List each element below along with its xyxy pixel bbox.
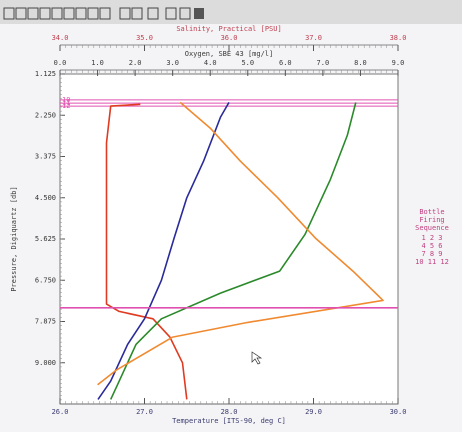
y-tick-label: 9.000 <box>35 359 56 367</box>
x-tick-label: 27.0 <box>136 408 153 416</box>
screen: Pressure, Digiquartz [db] 1.125 2.250 3.37… <box>0 0 462 432</box>
x-axis-title: Oxygen, SBE 43 [mg/l] <box>185 50 274 58</box>
x-tick-label: 26.0 <box>52 408 69 416</box>
legend-title: Firing <box>419 216 444 224</box>
y-tick-label: 6.750 <box>35 276 56 284</box>
x-tick-label: 5.0 <box>241 59 254 67</box>
x-tick-label: 6.0 <box>279 59 292 67</box>
x-tick-label: 35.0 <box>136 34 153 42</box>
y-tick-label: 4.500 <box>35 194 56 202</box>
x-tick-label: 1.0 <box>91 59 104 67</box>
y-axis-title: Pressure, Digiquartz [db] <box>10 186 18 291</box>
x-tick-label: 9.0 <box>392 59 405 67</box>
x-tick-label: 28.0 <box>221 408 238 416</box>
legend-row: 10 11 12 <box>415 258 449 266</box>
x-tick-label: 29.0 <box>305 408 322 416</box>
bottle-label: 12 <box>62 102 70 110</box>
y-tick-label: 1.125 <box>35 70 56 78</box>
y-tick-label: 7.875 <box>35 318 56 326</box>
x-tick-label: 8.0 <box>354 59 367 67</box>
legend-title: Sequence <box>415 224 449 232</box>
x-tick-label: 7.0 <box>317 59 330 67</box>
legend-row: 7 8 9 <box>421 250 442 258</box>
btn[interactable] <box>194 8 204 19</box>
plot-area <box>60 74 398 404</box>
page: Pressure, Digiquartz [db] 1.125 2.250 3.37… <box>0 0 462 432</box>
y-tick-label: 5.625 <box>35 235 56 243</box>
x-axis-title: Salinity, Practical [PSU] <box>176 25 281 33</box>
x-tick-label: 37.0 <box>305 34 322 42</box>
x-tick-label: 3.0 <box>166 59 179 67</box>
toolbar <box>0 0 462 24</box>
x-tick-label: 30.0 <box>390 408 407 416</box>
x-tick-label: 4.0 <box>204 59 217 67</box>
y-tick-label: 2.250 <box>35 111 56 119</box>
x-tick-label: 38.0 <box>390 34 407 42</box>
x-tick-label: 36.0 <box>221 34 238 42</box>
x-tick-label: 34.0 <box>52 34 69 42</box>
legend-title: Bottle <box>419 208 444 216</box>
legend-row: 4 5 6 <box>421 242 442 250</box>
x-tick-label: 2.0 <box>129 59 142 67</box>
x-tick-label: 0.0 <box>54 59 67 67</box>
y-tick-label: 3.375 <box>35 153 56 161</box>
x-axis-title: Temperature [ITS-90, deg C] <box>172 417 286 425</box>
legend-row: 1 2 3 <box>421 234 442 242</box>
